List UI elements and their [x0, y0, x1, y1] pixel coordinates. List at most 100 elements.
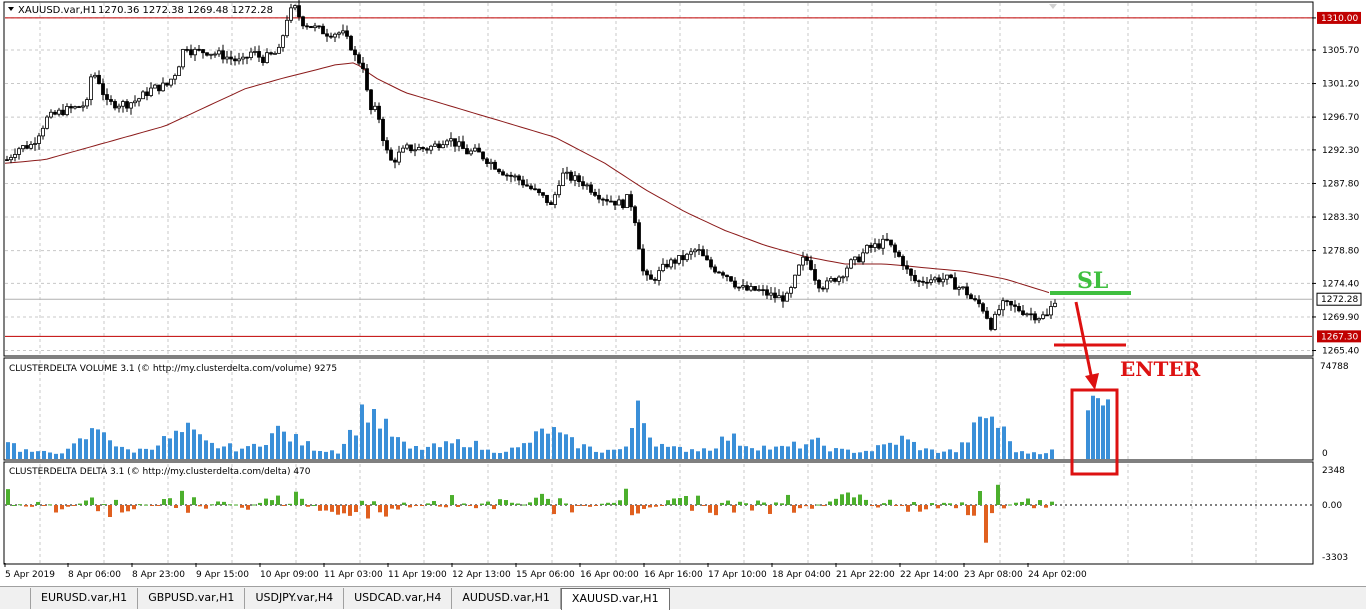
- candle: [433, 140, 437, 147]
- time-tick-label: 12 Apr 13:00: [452, 570, 511, 580]
- delta-max-label: 2348: [1322, 466, 1345, 476]
- candle: [397, 145, 401, 166]
- candle: [61, 103, 65, 117]
- candle: [1037, 317, 1041, 324]
- candle: [477, 143, 481, 153]
- delta-bar: [726, 500, 730, 505]
- volume-bar: [930, 449, 934, 459]
- delta-bar: [954, 505, 958, 509]
- moving-average-line: [4, 62, 1050, 294]
- price-tick-label: 1287.80: [1322, 179, 1359, 189]
- candle: [365, 63, 369, 92]
- tab-usdjpy[interactable]: USDJPY.var,H4: [245, 588, 345, 609]
- candle: [729, 276, 733, 283]
- volume-bar: [1032, 452, 1036, 459]
- candle: [269, 51, 273, 56]
- price-tick-label: 1265.40: [1322, 347, 1359, 357]
- candle: [753, 286, 757, 292]
- time-tick-label: 23 Apr 08:00: [964, 570, 1023, 580]
- delta-bar: [942, 502, 946, 505]
- delta-bar: [846, 492, 850, 505]
- delta-bar: [858, 494, 862, 505]
- chart-ohlc: 1270.36 1272.38 1269.48 1272.28: [98, 5, 273, 16]
- tab-usdcad[interactable]: USDCAD.var,H4: [344, 588, 453, 609]
- volume-bar: [516, 447, 520, 459]
- tab-eurusd[interactable]: EURUSD.var,H1: [31, 588, 139, 609]
- delta-bar: [984, 505, 988, 543]
- candle: [321, 23, 325, 35]
- candle: [17, 146, 21, 160]
- candle: [817, 278, 821, 293]
- tab-scroll-icon[interactable]: [0, 588, 31, 609]
- delta-bar: [894, 505, 898, 506]
- candle: [805, 253, 809, 266]
- dropdown-arrow-icon[interactable]: [8, 7, 14, 11]
- candle: [889, 239, 893, 248]
- tab-gbpusd[interactable]: GBPUSD.var,H1: [138, 588, 246, 609]
- delta-bar: [606, 502, 610, 505]
- candle: [517, 174, 521, 186]
- volume-bar: [624, 446, 628, 459]
- tab-audusd[interactable]: AUDUSD.var,H1: [452, 588, 561, 609]
- candle: [1021, 304, 1025, 317]
- delta-bar: [528, 502, 532, 505]
- delta-bar: [264, 498, 268, 505]
- volume-bar: [984, 418, 988, 459]
- candle: [57, 107, 61, 117]
- volume-bar: [198, 434, 202, 459]
- candle: [1013, 300, 1017, 313]
- candle: [945, 274, 949, 285]
- delta-bar: [372, 501, 376, 505]
- delta-bar: [714, 505, 718, 516]
- candle: [273, 51, 277, 55]
- volume-bar: [486, 449, 490, 459]
- candle: [461, 135, 465, 149]
- candle: [825, 277, 829, 293]
- candle: [793, 274, 797, 289]
- delta-bar: [102, 504, 106, 506]
- delta-bar: [474, 505, 478, 509]
- candles: [5, 0, 1057, 332]
- volume-bar: [936, 452, 940, 459]
- volume-bar: [426, 446, 430, 459]
- tab-xauusd[interactable]: XAUUSD.var,H1: [560, 588, 670, 610]
- volume-bar: [660, 443, 664, 459]
- delta-bar: [810, 505, 814, 509]
- candle: [589, 181, 593, 195]
- delta-bar: [342, 505, 346, 514]
- volume-bar: [978, 416, 982, 459]
- delta-bar: [84, 500, 88, 505]
- delta-bar: [108, 505, 112, 517]
- candle: [333, 32, 337, 42]
- delta-bar: [42, 505, 46, 506]
- candle: [957, 285, 961, 296]
- delta-bar: [228, 504, 232, 506]
- volume-bar: [768, 449, 772, 459]
- trading-chart[interactable]: 1305.70 1301.20 1296.70 1292.30 1287.80 1283.…: [0, 0, 1366, 586]
- delta-bar: [690, 505, 694, 511]
- delta-bar: [306, 505, 310, 507]
- price-pane-frame: [3, 1, 1314, 357]
- delta-bar: [210, 504, 214, 506]
- volume-bar: [606, 449, 610, 459]
- candle: [769, 287, 773, 300]
- volume-bar: [240, 448, 244, 459]
- time-tick-label: 5 Apr 2019: [5, 570, 55, 580]
- candle: [193, 47, 197, 62]
- volume-bar: [552, 427, 556, 459]
- delta-bar: [1038, 500, 1042, 505]
- candle: [429, 144, 433, 155]
- candle: [161, 77, 165, 92]
- delta-bar: [252, 504, 256, 506]
- candle: [445, 138, 449, 148]
- candle: [641, 244, 645, 276]
- volume-bar: [414, 446, 418, 459]
- candle: [541, 192, 545, 199]
- delta-bar: [240, 505, 244, 508]
- volume-bar: [48, 452, 52, 459]
- delta-bar: [150, 505, 154, 506]
- volume-bar: [462, 447, 466, 459]
- chart-tab-bar: EURUSD.var,H1 GBPUSD.var,H1 USDJPY.var,H…: [0, 586, 1366, 610]
- volume-bar: [6, 442, 10, 459]
- volume-bar: [888, 442, 892, 459]
